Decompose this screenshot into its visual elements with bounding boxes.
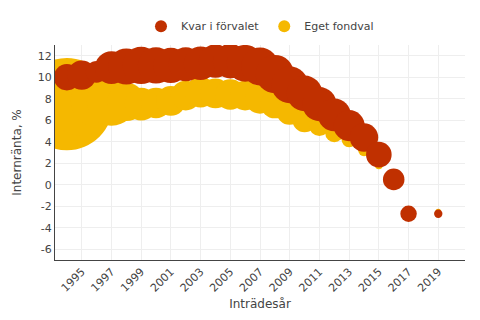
svg-text:6: 6 (45, 114, 52, 127)
svg-text:1995: 1995 (59, 266, 88, 295)
svg-text:Eget fondval: Eget fondval (304, 20, 373, 33)
svg-text:2003: 2003 (178, 266, 207, 295)
svg-text:2001: 2001 (148, 266, 177, 295)
svg-text:2009: 2009 (267, 266, 296, 295)
svg-text:2005: 2005 (207, 266, 236, 295)
svg-text:2007: 2007 (237, 266, 266, 295)
svg-text:4: 4 (45, 136, 52, 149)
svg-text:1999: 1999 (118, 266, 147, 295)
svg-text:Internränta, %: Internränta, % (10, 109, 24, 196)
svg-text:-4: -4 (41, 222, 52, 235)
svg-text:2017: 2017 (386, 266, 415, 295)
svg-text:2: 2 (45, 157, 52, 170)
svg-text:12: 12 (38, 50, 52, 63)
svg-text:-2: -2 (41, 200, 52, 213)
svg-text:Inträdesår: Inträdesår (229, 297, 291, 311)
svg-text:2013: 2013 (326, 266, 355, 295)
svg-text:2011: 2011 (296, 266, 325, 295)
svg-text:10: 10 (38, 71, 52, 84)
svg-text:2015: 2015 (356, 266, 385, 295)
svg-text:2019: 2019 (415, 266, 444, 295)
svg-text:0: 0 (45, 179, 52, 192)
svg-text:8: 8 (45, 93, 52, 106)
svg-text:1997: 1997 (88, 266, 117, 295)
svg-text:Kvar i förvalet: Kvar i förvalet (181, 20, 259, 33)
svg-text:-6: -6 (41, 243, 52, 256)
